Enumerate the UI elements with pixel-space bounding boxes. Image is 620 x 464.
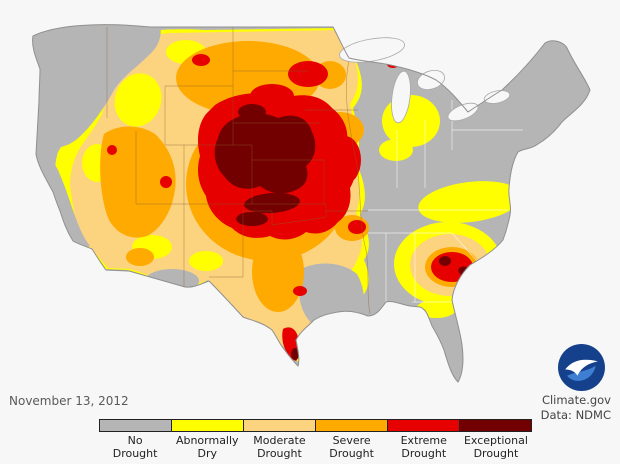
legend-label-extreme-drought: Extreme Drought [400, 434, 447, 460]
us-drought-map [32, 24, 591, 383]
legend-label-severe-drought: Severe Drought [329, 434, 374, 460]
legend-swatch-abnormally-dry [171, 420, 243, 431]
legend-label-moderate-drought: Moderate Drought [253, 434, 306, 460]
exceptional-drought-layer [214, 104, 474, 360]
legend-swatch-strip [99, 419, 532, 432]
legend-swatch-exceptional-drought [459, 420, 531, 431]
noaa-logo-icon [557, 343, 606, 392]
legend-label-no-drought: No Drought [112, 434, 158, 460]
legend-swatch-extreme-drought [387, 420, 459, 431]
legend-labels: No Drought Abnormally Dry Moderate Drought … [99, 434, 532, 461]
legend-label-exceptional-drought: Exceptional Drought [463, 434, 528, 460]
lake-superior [339, 37, 405, 63]
legend-swatch-moderate-drought [243, 420, 315, 431]
attribution-source: Climate.gov [541, 393, 611, 407]
legend-swatch-no-drought [100, 420, 171, 431]
great-lakes [339, 37, 511, 124]
lake-huron [416, 70, 446, 90]
state-borders-west [106, 27, 371, 315]
lake-ontario [483, 90, 511, 104]
lake-michigan [391, 70, 411, 124]
state-borders-east [368, 100, 523, 303]
legend-swatch-severe-drought [315, 420, 387, 431]
map-date: November 13, 2012 [9, 394, 129, 408]
attribution: Climate.gov Data: NDMC [541, 393, 611, 423]
us-outline [32, 24, 591, 383]
legend-label-abnormally-dry: Abnormally Dry [175, 434, 239, 460]
us-drought-map-svg [32, 24, 591, 383]
drought-legend: No Drought Abnormally Dry Moderate Drought … [99, 419, 532, 461]
attribution-data: Data: NDMC [540, 407, 611, 422]
